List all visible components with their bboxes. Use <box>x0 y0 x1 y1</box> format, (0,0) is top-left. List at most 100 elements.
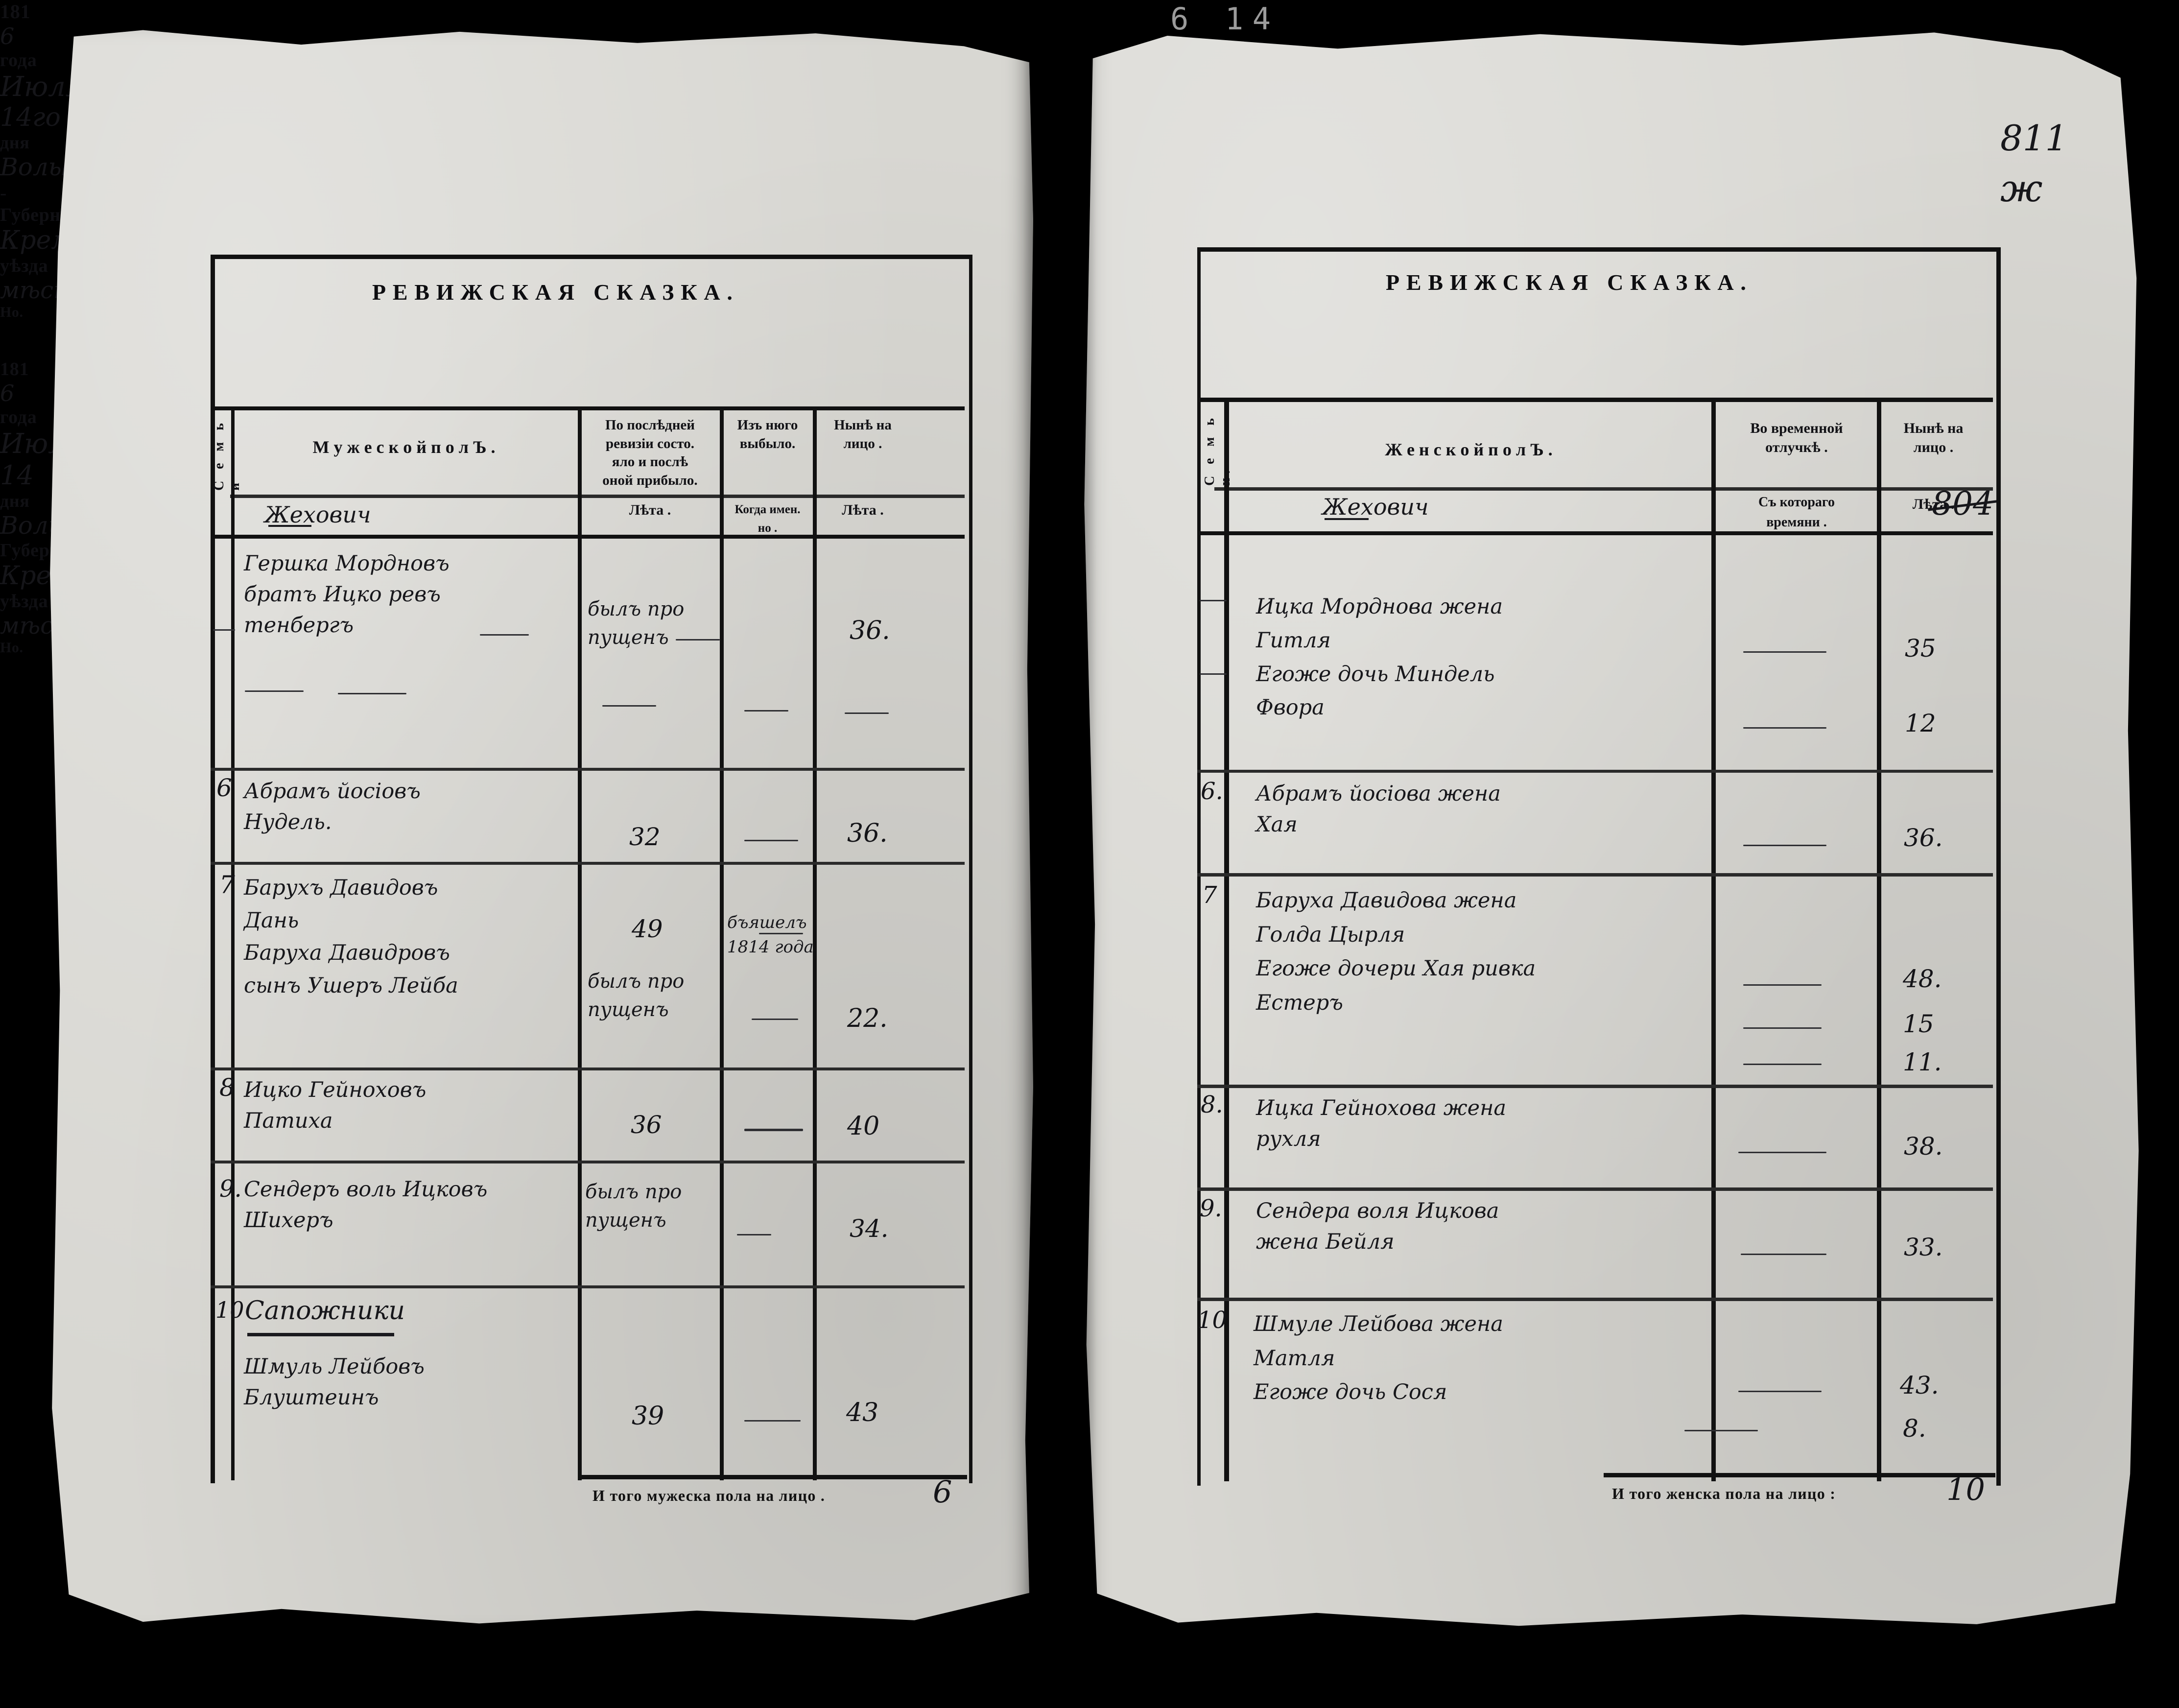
right-row-dash-h <box>1743 1064 1822 1065</box>
left-row-prev-secondary: былъ про пущенъ <box>588 970 685 1021</box>
right-year-word: года <box>0 407 37 427</box>
left-row-names: Барухъ Давидовъ Дань Баруха Давидровъ сы… <box>244 876 458 998</box>
left-preamble-dash: - <box>0 182 7 204</box>
left-col-header-sex-hand: Жехович <box>264 501 371 528</box>
right-row-names: Ицка Гейнохова жена рухля <box>1256 1096 1507 1151</box>
left-row-prev: 32 <box>629 823 661 851</box>
left-row-no: 10 <box>215 1297 244 1323</box>
left-col-header-prev-sub: Лѣта . <box>629 502 671 518</box>
right-row-no: 9. <box>1200 1195 1222 1222</box>
right-row-now: 43. <box>1900 1371 1939 1400</box>
folio-suffix: ж <box>2000 166 2043 210</box>
left-row-rule-4 <box>211 1161 965 1163</box>
left-row-dash-f <box>744 710 788 712</box>
left-row-dash-e <box>602 705 656 707</box>
left-row-now: 43 <box>846 1398 879 1427</box>
right-row-dash-f <box>1743 984 1822 986</box>
left-row-prev: былъ про пущенъ <box>588 598 685 649</box>
right-col-header-family: С е м ь и. <box>1202 414 1233 486</box>
left-col-header-no: Но. <box>0 304 24 320</box>
right-row-now: 35 <box>1905 634 1936 663</box>
right-row-rule-4 <box>1197 1187 1993 1191</box>
binding-gutter <box>1023 0 1097 1708</box>
left-row-dash-k <box>759 933 803 934</box>
left-day-word: дня <box>0 133 30 152</box>
right-col-header-no: Но. <box>0 640 24 656</box>
right-district-word: уѣзда <box>0 591 48 612</box>
left-row-names: Ицко Гейноховъ Патиха <box>244 1078 426 1133</box>
left-col-header-now: Нынѣ на лицо . <box>834 417 892 451</box>
left-row-now: 22. <box>847 1004 888 1033</box>
left-col-header-family: С е м ь и <box>212 419 242 491</box>
left-district-word: уѣзда <box>0 256 48 276</box>
left-row-rule-5 <box>211 1285 965 1288</box>
left-page-title: РЕВИЖСКАЯ СКАЗКА. <box>372 280 739 305</box>
left-row-names: Абрамъ йосіовъ Нудель. <box>244 779 421 834</box>
left-sex-hand-underline <box>268 525 311 527</box>
left-row-no: 6 <box>216 774 232 802</box>
right-row-rule-2 <box>1197 873 1993 877</box>
left-col-header-out: Изъ нюго выбыло. <box>737 417 798 451</box>
left-col-rule-prev <box>578 410 582 1480</box>
right-year-digit: 6 <box>0 380 15 406</box>
left-total-rule <box>580 1475 967 1479</box>
left-day-value: 14го <box>0 103 61 132</box>
folio-number: 811 <box>2000 118 2068 159</box>
right-row-names: Сендера воля Ицкова жена Бейля <box>1256 1199 1499 1254</box>
left-row-rule-2 <box>211 862 965 865</box>
left-row-prev: былъ про пущенъ <box>585 1181 682 1232</box>
right-table-frame <box>1197 247 2001 1486</box>
right-row-no: 10 <box>1197 1306 1228 1334</box>
right-row-names: Абрамъ йосіова жена Хая <box>1256 782 1501 837</box>
right-row-no: 6. <box>1201 778 1223 805</box>
right-row-dash-b <box>1743 727 1826 729</box>
left-total-label: И того мужеска пола на лицо . <box>592 1487 826 1504</box>
right-row-now: 48. <box>1903 965 1942 993</box>
right-sex-hand-underline <box>1325 518 1369 520</box>
left-row-heading-underline <box>247 1333 394 1336</box>
right-col-rule-now <box>1877 402 1881 1481</box>
left-row-heading: Сапожники <box>245 1296 405 1326</box>
right-row-rule-1 <box>1197 770 1993 773</box>
left-row-dash-g <box>845 712 889 714</box>
right-row-now: 38. <box>1904 1132 1943 1161</box>
right-header-rule-bottom <box>1197 531 1993 535</box>
right-row-now-secondary: 8. <box>1903 1414 1926 1443</box>
left-row-prev: 39 <box>632 1401 664 1431</box>
right-total-value: 10 <box>1946 1471 1985 1507</box>
left-row-now: 34. <box>850 1214 889 1243</box>
right-row-dash-l <box>1684 1430 1758 1431</box>
right-header-rule-top <box>1197 398 1993 402</box>
folio-number-struck: 804 <box>1932 485 1993 522</box>
left-row-now: 40 <box>847 1112 880 1141</box>
left-row-now: 36. <box>850 616 890 645</box>
left-total-value: 6 <box>933 1474 952 1510</box>
left-row-dash-l <box>744 1129 803 1131</box>
right-row-rule-5 <box>1197 1298 1993 1301</box>
right-row-now: 33. <box>1904 1233 1943 1261</box>
right-page-leaf <box>1084 32 2139 1626</box>
left-row-rule-1 <box>211 768 965 771</box>
left-col-header-sex: М у ж е с к о й п о л Ъ . <box>312 437 496 457</box>
left-col-rule-out <box>720 410 724 1480</box>
right-col-rule-absent <box>1711 402 1716 1481</box>
right-row-dash-i <box>1738 1152 1826 1153</box>
right-col-header-now: Нынѣ на лицо . <box>1903 420 1964 455</box>
right-header-rule-mid <box>1214 487 1993 491</box>
left-row-no: 7 <box>219 871 235 899</box>
right-row-dash-c <box>1200 600 1227 601</box>
right-row-dash-k <box>1738 1391 1822 1392</box>
right-day-word: дня <box>0 491 30 511</box>
right-row-dash-j <box>1741 1254 1826 1255</box>
right-col-header-sex: Ж е н с к о й п о л Ъ . <box>1385 440 1553 459</box>
right-row-names: Ицка Морднова жена Гитля Егоже дочь Минд… <box>1256 594 1503 720</box>
left-row-no: 8 <box>219 1073 235 1102</box>
left-row-no: 9. <box>219 1175 242 1203</box>
right-row-names: Шмуле Лейбова жена Матля Егоже дочь Сося <box>1254 1312 1503 1405</box>
left-col-header-out-sub: Когда имен. но . <box>734 503 801 535</box>
left-row-now: 36. <box>847 819 888 848</box>
right-row-dash-d <box>1200 673 1227 675</box>
left-header-rule-bottom <box>211 535 965 539</box>
left-table-frame <box>211 255 972 1483</box>
